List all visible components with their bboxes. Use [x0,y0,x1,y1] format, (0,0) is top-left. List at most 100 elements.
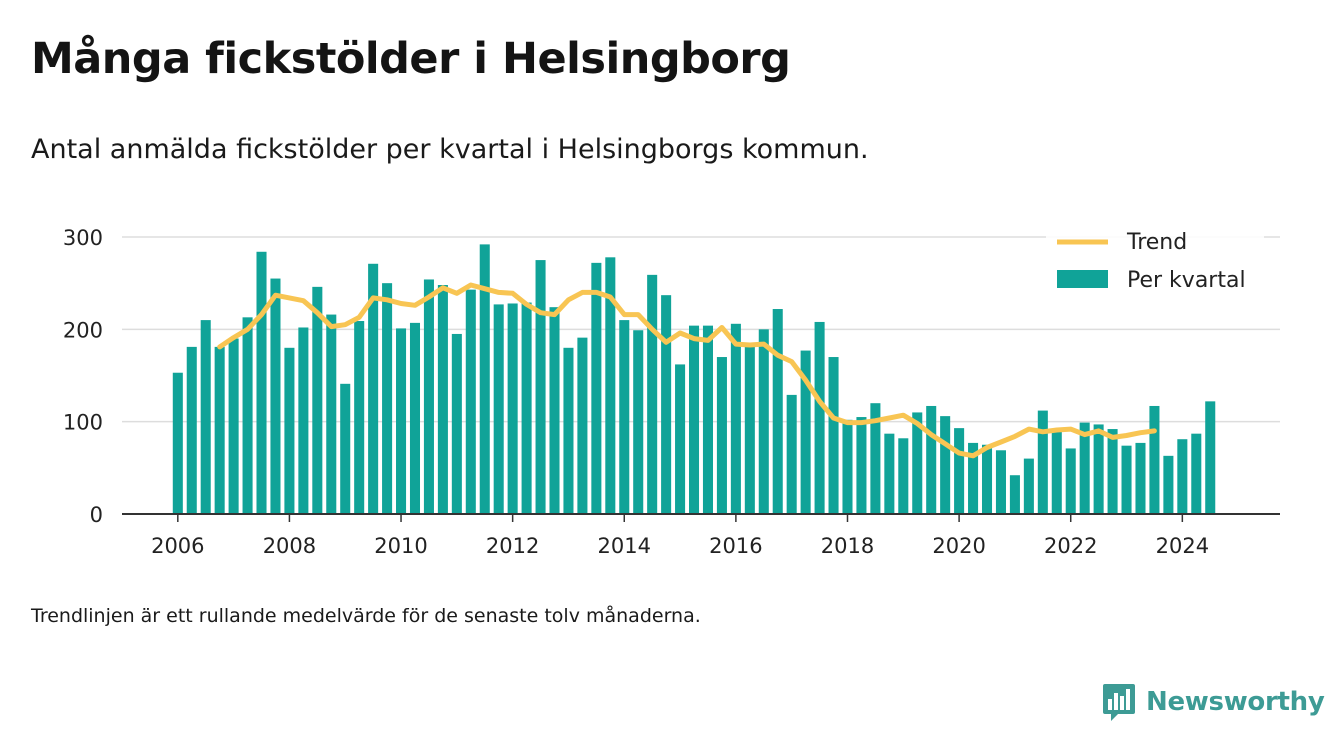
bar-46 [814,321,825,514]
bar-44 [786,394,797,514]
bar-45 [800,350,811,514]
bar-21 [465,289,476,514]
bar-series [172,244,1216,515]
legend: Trend Per kvartal [1046,226,1264,304]
bar-41 [744,346,755,514]
bar-62 [1037,410,1048,514]
bar-28 [563,347,574,514]
x-tick-label-2008: 2008 [263,534,316,558]
bar-25 [521,302,532,514]
bar-5 [242,317,253,514]
chart-title: Många fickstölder i Helsingborg [31,34,791,84]
x-tick-label-2014: 2014 [598,534,651,558]
bar-6 [256,251,267,515]
bar-22 [479,244,490,515]
bar-51 [884,433,895,514]
x-tick-label-2006: 2006 [151,534,204,558]
bar-27 [549,307,560,514]
x-tick-label-2010: 2010 [374,534,427,558]
legend-bar-label: Per kvartal [1127,268,1246,293]
bar-34 [647,274,658,514]
bar-54 [926,405,937,514]
footnote: Trendlinjen är ett rullande medelvärde f… [31,605,701,627]
bar-72 [1177,439,1188,514]
bar-10 [312,286,323,514]
bar-1 [186,346,197,514]
bar-38 [702,325,713,514]
bar-15 [382,283,393,514]
bar-47 [828,357,839,514]
bar-30 [591,262,602,514]
bar-69 [1135,442,1146,514]
bar-71 [1163,455,1174,514]
x-tick-label-2022: 2022 [1044,534,1097,558]
axes: 0 100 200 300 2006 2008 2010 2012 2014 2016 2018 20… [63,226,1280,558]
bar-40 [730,323,741,514]
bar-49 [856,417,867,514]
bar-8 [284,347,295,514]
legend-bar-swatch [1057,270,1108,288]
bar-13 [354,321,365,514]
bar-2 [200,320,211,514]
bar-16 [396,328,407,514]
x-tick-label-2012: 2012 [486,534,539,558]
bar-39 [716,357,727,514]
x-tick-label-2020: 2020 [932,534,985,558]
bar-42 [758,329,769,514]
bar-73 [1191,433,1202,514]
bar-11 [326,314,337,514]
bar-36 [675,364,686,514]
bar-61 [1023,458,1034,514]
legend-trend-label: Trend [1126,230,1187,255]
legend-background [1046,226,1264,304]
bar-0 [172,372,183,514]
chart: 0 100 200 300 2006 2008 2010 2012 2014 2016 2018 20… [63,226,1280,558]
y-tick-label-0: 0 [90,503,103,527]
x-tick-label-2024: 2024 [1156,534,1209,558]
y-tick-label-300: 300 [63,226,103,250]
bar-35 [661,295,672,514]
bar-68 [1121,445,1132,514]
bar-70 [1149,405,1160,514]
bar-26 [535,260,546,514]
bar-58 [981,444,993,514]
brand-name: Newsworthy [1146,687,1325,717]
bar-33 [633,330,644,514]
bar-66 [1093,424,1104,514]
bar-4 [228,338,239,514]
bar-52 [898,438,909,514]
bar-17 [409,322,421,514]
bar-7 [270,278,281,514]
bar-chart-speech-bubble-icon [1103,684,1135,721]
x-tick-label-2018: 2018 [821,534,874,558]
bar-57 [968,442,979,514]
bar-32 [619,320,630,514]
y-tick-label-100: 100 [63,411,103,435]
bar-12 [340,383,351,514]
bar-24 [507,303,518,514]
bar-37 [689,325,700,514]
bar-56 [954,428,965,514]
bar-63 [1051,431,1062,514]
bar-9 [298,327,309,514]
bar-67 [1107,429,1118,514]
bar-20 [451,333,462,514]
bar-59 [995,450,1006,514]
bar-53 [912,412,923,514]
bar-48 [842,419,853,514]
bar-65 [1079,422,1090,514]
bar-64 [1065,448,1076,514]
bar-19 [437,285,448,514]
bar-55 [940,416,951,514]
bar-50 [870,403,881,514]
brand-logo[interactable]: Newsworthy [1102,680,1325,724]
bar-60 [1009,475,1020,514]
bar-23 [493,304,504,514]
bar-18 [423,279,434,514]
bar-74 [1205,401,1216,514]
trend-line [217,282,1157,459]
bar-3 [214,346,225,514]
bar-14 [368,263,379,514]
trend-series [217,282,1157,459]
y-tick-label-200: 200 [63,318,103,342]
